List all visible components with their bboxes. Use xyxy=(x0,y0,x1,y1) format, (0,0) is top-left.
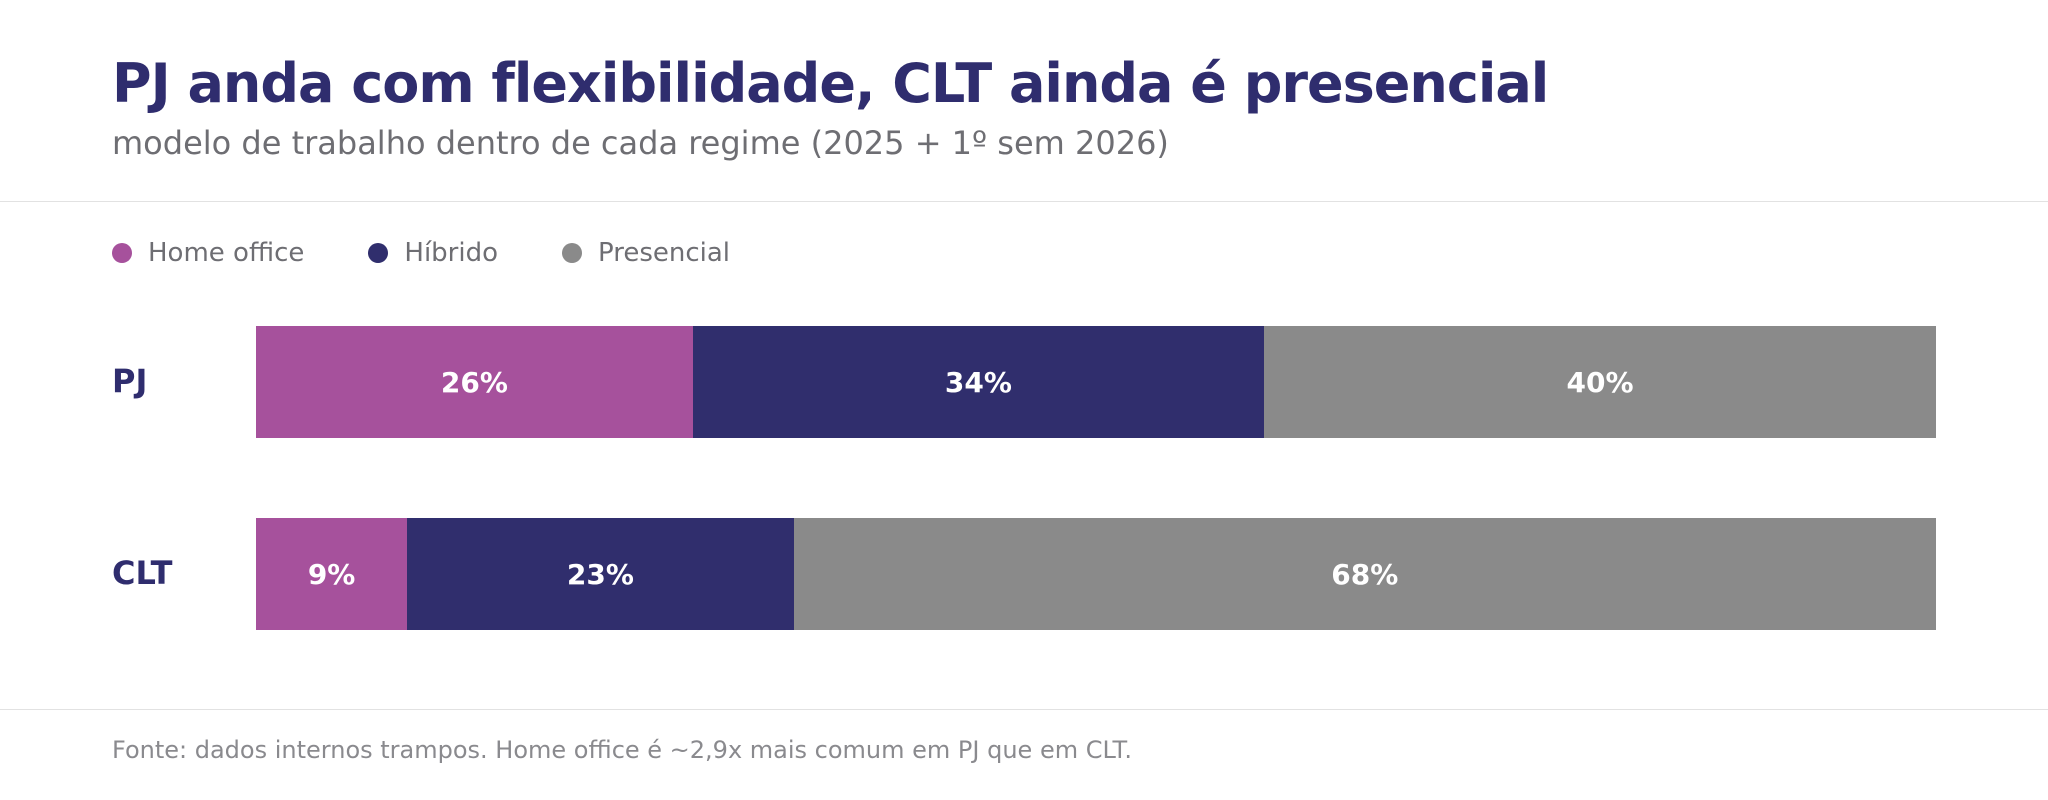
data-label-clt-home-office: 9% xyxy=(307,557,356,591)
category-label-pj: PJ xyxy=(112,362,148,400)
legend-item-home-office: Home office xyxy=(112,238,304,268)
legend-item-presencial: Presencial xyxy=(562,238,730,268)
legend-label-home-office: Home office xyxy=(148,238,305,268)
footer-divider xyxy=(0,709,2048,710)
bar-pj-hibrido: 34% xyxy=(692,326,1264,438)
legend-label-hibrido: Híbrido xyxy=(404,238,498,268)
bar-clt-home-office: 9% xyxy=(256,518,408,630)
data-label-clt-presencial: 68% xyxy=(1331,557,1399,591)
legend-swatch-presencial xyxy=(562,243,582,263)
legend-item-hibrido: Híbrido xyxy=(368,238,498,268)
legend-label-presencial: Presencial xyxy=(598,238,731,268)
bar-pj-presencial: 40% xyxy=(1264,326,1936,438)
legend-swatch-home-office xyxy=(112,243,132,263)
chart-title: PJ anda com flexibilidade, CLT ainda é p… xyxy=(112,52,1549,115)
data-label-pj-home-office: 26% xyxy=(440,365,508,399)
category-label-clt: CLT xyxy=(112,554,173,592)
data-label-pj-hibrido: 34% xyxy=(944,365,1012,399)
bar-clt-presencial: 68% xyxy=(793,518,1936,630)
data-label-clt-hibrido: 23% xyxy=(566,557,634,591)
legend-swatch-hibrido xyxy=(368,243,389,263)
legend: Home office Híbrido Presencial xyxy=(112,236,794,270)
header-divider xyxy=(0,201,2048,202)
bar-clt-hibrido: 23% xyxy=(407,518,794,630)
data-label-pj-presencial: 40% xyxy=(1566,365,1634,399)
bar-pj-home-office: 26% xyxy=(256,326,693,438)
source-note: Fonte: dados internos trampos. Home offi… xyxy=(112,736,1132,764)
chart-subtitle: modelo de trabalho dentro de cada regime… xyxy=(112,124,1169,162)
